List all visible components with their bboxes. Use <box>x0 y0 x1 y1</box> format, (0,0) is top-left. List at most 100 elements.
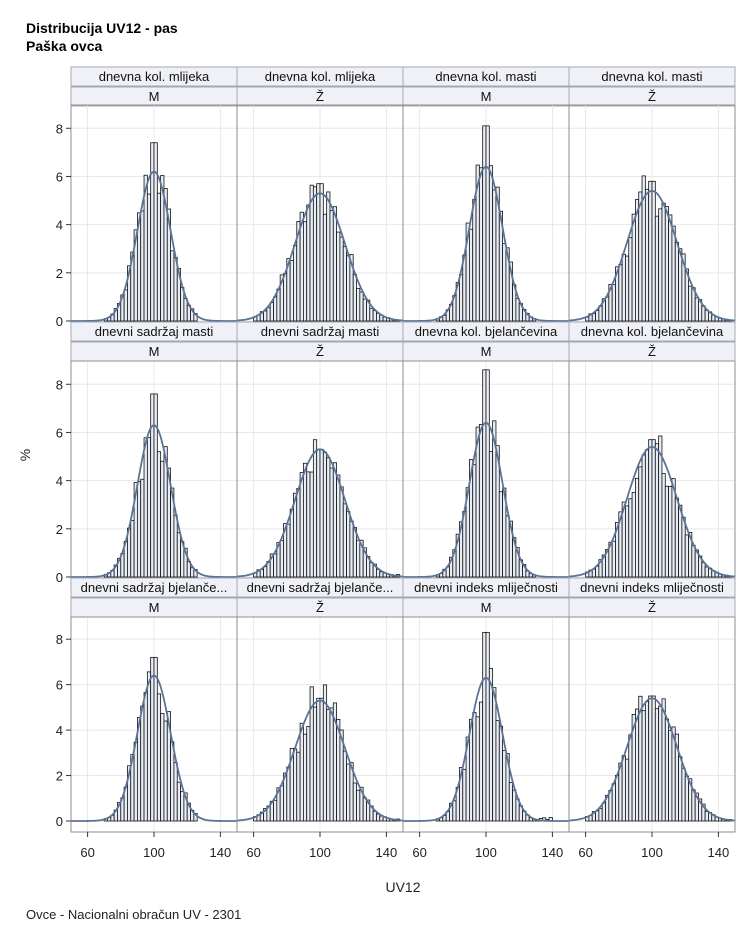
histogram-panel: dnevna kol. bjelančevina Ž <box>568 321 736 589</box>
histogram-bar <box>153 656 158 822</box>
histogram-bar <box>681 767 686 822</box>
histogram-bar <box>472 464 477 578</box>
histogram-bar <box>359 291 364 322</box>
density-curve <box>236 448 404 578</box>
y-tick-label: 4 <box>56 474 63 489</box>
histogram-bar <box>678 504 683 578</box>
histogram-bar <box>312 706 318 822</box>
panel-header-sex: M <box>149 600 160 615</box>
panel-header-sex: Ž <box>316 600 324 615</box>
panel-header-sex: M <box>481 600 492 615</box>
histogram-bar <box>648 439 653 578</box>
histogram-bar <box>502 242 507 322</box>
histogram-panel: dnevna kol. masti M <box>402 66 570 333</box>
histogram-bar <box>704 309 709 322</box>
histogram-bar <box>475 716 480 822</box>
histogram-bar <box>472 712 477 822</box>
histogram-bar <box>638 466 643 578</box>
histogram-bar <box>150 142 155 322</box>
density-curve <box>568 697 736 822</box>
histogram-bar <box>664 718 670 822</box>
histogram-bar <box>621 755 626 822</box>
histogram-bar <box>306 726 311 822</box>
histogram-bar <box>654 215 660 322</box>
panel-header-sex: Ž <box>648 344 656 359</box>
histogram-bar <box>173 514 178 578</box>
histogram-bar <box>339 486 344 578</box>
histogram-bar <box>316 697 321 822</box>
histogram-bar <box>150 393 155 578</box>
histogram-bar <box>648 180 653 322</box>
histogram-bar <box>316 448 321 578</box>
histogram-bar <box>356 789 361 822</box>
histogram-bar <box>322 213 328 322</box>
y-tick-label: 0 <box>56 314 63 329</box>
x-tick-label: 100 <box>309 845 331 860</box>
histogram-bar <box>306 204 311 322</box>
histogram-bar <box>635 708 640 822</box>
x-tick-label: 60 <box>578 845 592 860</box>
histogram-bar <box>302 733 308 822</box>
histogram-bar <box>312 439 318 578</box>
histogram-panel: dnevna kol. mlijeka Ž <box>236 66 404 333</box>
histogram-bar <box>628 498 633 578</box>
panel-header-trait: dnevni sadržaj bjelanče... <box>81 580 228 595</box>
histogram-bar <box>362 797 367 822</box>
y-axis-label: % <box>17 449 33 461</box>
histogram-panel: dnevni sadržaj masti M 0 2 4 6 8 <box>56 321 238 589</box>
histogram-bar <box>306 471 311 578</box>
histogram-bar <box>289 260 294 322</box>
histogram-bar <box>485 369 490 578</box>
histogram-bar <box>701 562 706 578</box>
histogram-bar <box>379 571 384 578</box>
y-tick-label: 0 <box>56 814 63 829</box>
histogram-bar <box>372 810 377 822</box>
histogram-bar <box>485 125 490 322</box>
histogram-bar <box>342 750 347 822</box>
panel-header-trait: dnevni sadržaj bjelanče... <box>247 580 394 595</box>
histogram-bar <box>641 454 646 578</box>
histogram-bar <box>482 125 487 322</box>
histogram-bar <box>170 250 175 322</box>
histogram-bar <box>176 781 181 822</box>
histogram-bar <box>266 307 271 322</box>
histogram-bar <box>488 165 494 322</box>
histogram-bar <box>495 719 500 822</box>
histogram-bar <box>372 310 377 322</box>
panel-header-trait: dnevni sadržaj masti <box>261 324 380 339</box>
histogram-bar <box>482 369 487 578</box>
histogram-bar <box>668 730 673 822</box>
y-tick-label: 6 <box>56 678 63 693</box>
panel-header-trait-box <box>568 66 736 87</box>
density-curve <box>403 421 569 578</box>
panel-header-trait: dnevna kol. masti <box>435 69 536 84</box>
histogram-bar <box>452 800 457 822</box>
histogram-bar <box>482 631 487 822</box>
histogram-bar <box>273 296 278 322</box>
histogram-bar <box>515 298 520 322</box>
histogram-bar <box>628 734 633 822</box>
histogram-bar <box>492 189 497 322</box>
histogram-bar <box>316 183 321 322</box>
y-tick-label: 0 <box>56 570 63 585</box>
density-curve <box>236 192 404 322</box>
histogram-bar <box>153 393 158 578</box>
histogram-bar <box>664 206 670 322</box>
x-tick-label: 60 <box>80 845 94 860</box>
histogram-bar <box>459 274 464 322</box>
histogram-bar <box>674 497 679 578</box>
density-curve <box>71 424 237 578</box>
x-tick-label: 140 <box>210 845 232 860</box>
histogram-bar <box>352 527 357 578</box>
histogram-bar <box>329 210 334 322</box>
histogram-bar <box>674 242 679 322</box>
histogram-bar <box>342 503 347 578</box>
histogram-bar <box>638 191 643 322</box>
histogram-bar <box>605 296 610 322</box>
panel-header-sex: Ž <box>648 89 656 104</box>
histogram-bar <box>631 492 636 578</box>
panel-header-sex: Ž <box>316 344 324 359</box>
panel-header-trait: dnevni indeks mliječnosti <box>414 580 558 595</box>
histogram-bar <box>618 264 623 322</box>
